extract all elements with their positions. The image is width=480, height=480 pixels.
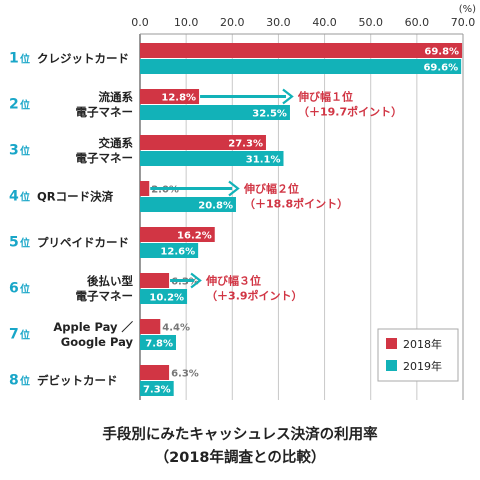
x-tick-label: 20.0: [220, 16, 245, 29]
rank-number: 3: [9, 143, 19, 159]
chart-subtitle: （2018年調査との比較）: [154, 450, 326, 466]
rank-number: 4: [9, 189, 19, 205]
bar-2019: [140, 335, 176, 350]
bar-2019: [140, 289, 188, 304]
data-label: 6.3%: [171, 369, 199, 380]
bar-2019: [140, 59, 462, 74]
data-label: 7.8%: [145, 339, 173, 350]
bar-2019: [140, 105, 290, 120]
data-label: 10.2%: [149, 293, 184, 304]
growth-arrow-head: [190, 272, 202, 289]
legend-swatch-2019: [386, 360, 397, 371]
category-label: デビットカード: [37, 374, 118, 388]
rank-number: 1: [9, 51, 19, 67]
data-label: 20.8%: [198, 201, 233, 212]
rank-suffix: 位: [20, 237, 30, 250]
category-label: プリペイドカード: [37, 236, 129, 250]
bar-2018: [140, 89, 200, 104]
rank-suffix: 位: [20, 283, 30, 296]
rank-number: 5: [9, 235, 19, 251]
rank-suffix: 位: [20, 375, 30, 388]
category-label: 交通系: [99, 136, 134, 150]
category-label: 後払い型: [87, 274, 133, 288]
chart-title: 手段別にみたキャッシュレス決済の利用率: [102, 427, 378, 443]
data-label: 12.6%: [160, 247, 195, 258]
legend-box: [377, 328, 459, 382]
x-tick-label: 0.0: [131, 16, 149, 29]
category-label: クレジットカード: [37, 52, 129, 66]
bar-2018: [140, 319, 161, 334]
data-label: 16.2%: [177, 231, 212, 242]
data-label: 4.4%: [162, 323, 190, 334]
x-tick-label: 40.0: [312, 16, 337, 29]
category-label: 電子マネー: [76, 289, 134, 303]
rank-suffix: 位: [20, 145, 30, 158]
unit-label: (%): [459, 4, 476, 15]
rank-suffix: 位: [20, 99, 30, 112]
bar-2019: [140, 243, 199, 258]
data-label: 27.3%: [228, 139, 263, 150]
growth-annotation: 伸び幅２位: [243, 182, 299, 196]
rank-number: 2: [9, 97, 19, 113]
bar-2019: [140, 151, 284, 166]
growth-annotation: （＋18.8ポイント）: [244, 197, 348, 211]
data-label: 7.3%: [143, 385, 171, 396]
x-tick-label: 50.0: [358, 16, 383, 29]
rank-suffix: 位: [20, 53, 30, 66]
bar-2018: [140, 181, 150, 196]
x-tick-label: 30.0: [266, 16, 291, 29]
rank-suffix: 位: [20, 191, 30, 204]
bar-2018: [140, 273, 170, 288]
category-label: 流通系: [99, 90, 134, 104]
x-tick-label: 10.0: [174, 16, 199, 29]
legend-swatch-2018: [386, 338, 397, 349]
category-label: QRコード決済: [37, 190, 114, 204]
category-label: Google Pay: [61, 335, 134, 349]
x-tick-label: 60.0: [405, 16, 430, 29]
growth-arrow-head: [228, 180, 240, 197]
rank-number: 7: [9, 327, 19, 343]
bar-2019: [140, 381, 174, 396]
x-tick-label: 70.0: [451, 16, 476, 29]
growth-annotation: 伸び幅１位: [297, 90, 353, 104]
legend-label: 2018年: [403, 337, 442, 351]
category-label: Apple Pay ／: [53, 320, 133, 334]
data-label: 12.8%: [161, 93, 196, 104]
bar-2018: [140, 43, 463, 58]
bar-2018: [140, 227, 215, 242]
growth-annotation: （＋19.7ポイント）: [298, 105, 402, 119]
data-label: 69.6%: [423, 63, 458, 74]
data-label: 32.5%: [252, 109, 287, 120]
rank-number: 8: [9, 373, 19, 389]
legend-label: 2019年: [403, 359, 442, 373]
bar-2018: [140, 365, 170, 380]
data-label: 69.8%: [424, 47, 459, 58]
category-label: 電子マネー: [76, 105, 134, 119]
rank-number: 6: [9, 281, 19, 297]
growth-annotation: （＋3.9ポイント）: [206, 289, 303, 303]
bar-2019: [140, 197, 236, 212]
growth-arrow-head: [282, 88, 294, 105]
rank-suffix: 位: [20, 329, 30, 342]
category-label: 電子マネー: [76, 151, 134, 165]
bar-2018: [140, 135, 266, 150]
growth-annotation: 伸び幅３位: [205, 274, 261, 288]
data-label: 31.1%: [246, 155, 281, 166]
